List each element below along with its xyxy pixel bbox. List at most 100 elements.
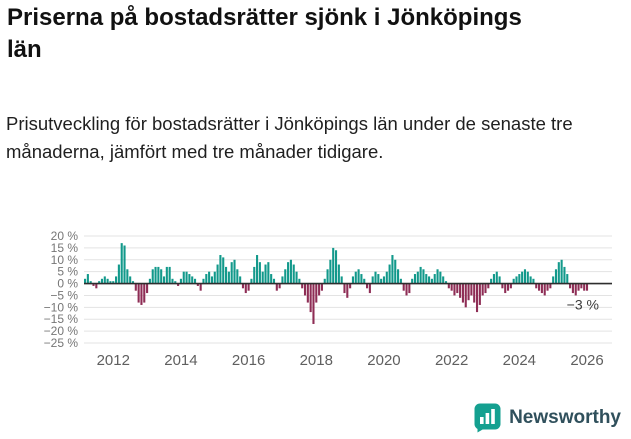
bar: [117, 264, 120, 284]
bar: [456, 283, 459, 294]
bar: [264, 264, 267, 284]
bar: [275, 283, 278, 291]
bar: [140, 283, 143, 305]
bar: [86, 274, 89, 284]
bar: [563, 266, 566, 284]
bar: [442, 276, 445, 284]
bar: [391, 255, 394, 284]
bar: [205, 274, 208, 284]
bar: [287, 262, 290, 284]
bar: [270, 274, 273, 284]
bar: [371, 276, 374, 284]
bar: [318, 283, 321, 296]
bar: [177, 283, 180, 286]
bar: [168, 266, 171, 284]
x-axis-label: 2014: [164, 352, 197, 369]
bar: [298, 278, 301, 284]
latest-value-annotation: −3 %: [567, 297, 599, 313]
bar: [540, 283, 543, 294]
bar: [258, 262, 261, 284]
bar: [498, 276, 501, 284]
bar: [433, 274, 436, 284]
bar: [360, 274, 363, 284]
bar: [84, 278, 87, 284]
bar: [473, 283, 476, 303]
bar: [137, 283, 140, 303]
bar: [179, 278, 182, 284]
bar: [233, 259, 236, 284]
bar: [98, 281, 101, 284]
bar: [532, 278, 535, 284]
bar: [129, 276, 132, 284]
bar: [320, 283, 323, 291]
bar: [256, 255, 259, 284]
bar: [312, 283, 315, 324]
bar: [295, 271, 298, 284]
bar: [151, 269, 154, 284]
bar: [165, 266, 168, 284]
bar: [535, 283, 538, 289]
bar: [267, 262, 270, 284]
bar: [160, 269, 163, 284]
bar: [459, 283, 462, 298]
bar: [543, 283, 546, 296]
bar: [253, 266, 256, 284]
bar: [227, 271, 230, 284]
x-axis-label: 2016: [232, 352, 265, 369]
bar: [241, 283, 245, 289]
y-axis-label: −10 %: [44, 300, 79, 314]
bar: [281, 276, 284, 284]
bar: [397, 269, 400, 284]
bar: [408, 283, 411, 294]
bar: [120, 243, 123, 284]
bar: [182, 271, 185, 284]
bar: [484, 283, 487, 294]
bar: [343, 283, 346, 294]
page-title: Priserna på bostadsrätter sjönk i Jönköp…: [7, 4, 522, 63]
bar: [261, 271, 264, 284]
bar: [92, 283, 95, 286]
y-axis-label: 0 %: [57, 277, 78, 291]
bar: [492, 274, 495, 284]
bar: [411, 278, 414, 284]
price-chart: 20 %15 %10 %5 %0 %−5 %−10 %−15 %−20 %−25…: [44, 229, 612, 369]
bar: [100, 278, 104, 284]
bar: [368, 283, 371, 294]
bar: [416, 271, 419, 284]
bar: [554, 269, 558, 284]
bar: [106, 278, 109, 284]
bar: [583, 283, 586, 291]
bar: [490, 278, 493, 284]
bar: [405, 283, 408, 296]
bar: [278, 283, 281, 289]
bar: [515, 276, 518, 284]
bar: [357, 269, 360, 284]
bar: [202, 278, 205, 284]
bar: [402, 283, 405, 291]
bar: [577, 283, 580, 291]
bar: [512, 278, 515, 284]
bar: [284, 269, 287, 284]
chart-description: Prisutveckling för bostadsrätter i Jönkö…: [6, 113, 573, 162]
bar: [250, 278, 253, 284]
y-axis-label: 15 %: [51, 241, 79, 255]
bar: [523, 269, 527, 284]
bar: [244, 283, 247, 294]
bar: [394, 259, 397, 284]
bar: [148, 278, 151, 284]
newsworthy-logo-icon: [474, 403, 501, 433]
bar: [340, 276, 343, 284]
bar: [185, 271, 188, 284]
bar: [239, 276, 242, 284]
bar: [560, 259, 563, 284]
bar: [208, 271, 211, 284]
y-axis-label: −25 %: [44, 336, 79, 350]
bar: [425, 274, 428, 284]
bar: [580, 283, 583, 289]
bar: [495, 271, 498, 284]
bar: [428, 276, 431, 284]
bar: [566, 274, 569, 284]
bar: [478, 283, 481, 305]
bar: [436, 269, 439, 284]
bar: [377, 274, 380, 284]
